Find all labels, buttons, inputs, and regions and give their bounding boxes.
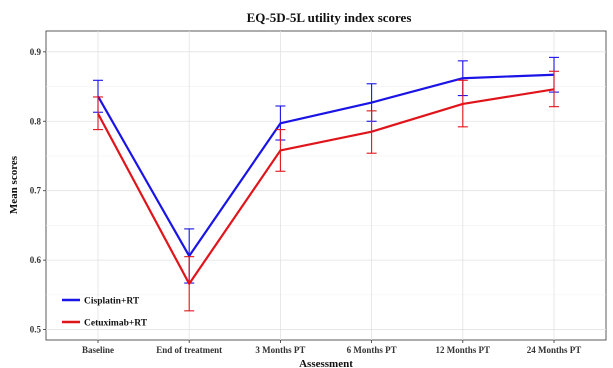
y-axis: 0.5 0.6 0.7 0.8 0.9 bbox=[30, 47, 46, 335]
y-tick-label: 0.6 bbox=[30, 255, 42, 265]
x-tick-label: End of treatment bbox=[156, 345, 222, 355]
grid bbox=[46, 31, 606, 340]
x-tick-label: 24 Months PT bbox=[527, 345, 582, 355]
chart-title: EQ-5D-5L utility index scores bbox=[247, 10, 412, 25]
legend-item: Cetuximab+RT bbox=[62, 319, 148, 329]
y-tick-label: 0.7 bbox=[30, 186, 42, 196]
legend-label: Cisplatin+RT bbox=[84, 297, 140, 307]
x-axis-label: Assessment bbox=[299, 358, 353, 368]
x-tick-label: 6 Months PT bbox=[347, 345, 397, 355]
series-line bbox=[97, 73, 555, 258]
series-layer bbox=[93, 56, 559, 312]
series-1 bbox=[93, 70, 559, 312]
y-axis-label: Mean scores bbox=[8, 155, 20, 214]
x-tick-label: 3 Months PT bbox=[255, 345, 305, 355]
x-tick-label: 12 Months PT bbox=[436, 345, 491, 355]
error-bar bbox=[366, 110, 377, 154]
legend: Cisplatin+RT Cetuximab+RT bbox=[62, 297, 148, 329]
x-tick-label: Baseline bbox=[82, 345, 114, 355]
error-bar bbox=[275, 129, 286, 172]
error-bar bbox=[184, 256, 195, 312]
legend-label: Cetuximab+RT bbox=[84, 319, 148, 329]
x-axis: Baseline End of treatment 3 Months PT 6 Mon… bbox=[82, 340, 581, 355]
plot-area bbox=[45, 30, 607, 341]
y-tick-label: 0.5 bbox=[30, 325, 42, 335]
error-bar bbox=[93, 96, 103, 131]
series-line bbox=[97, 88, 555, 285]
error-bar bbox=[549, 70, 559, 108]
y-tick-label: 0.8 bbox=[30, 116, 42, 126]
error-bar bbox=[457, 79, 468, 128]
y-tick-label: 0.9 bbox=[30, 47, 42, 57]
legend-item: Cisplatin+RT bbox=[62, 297, 140, 307]
